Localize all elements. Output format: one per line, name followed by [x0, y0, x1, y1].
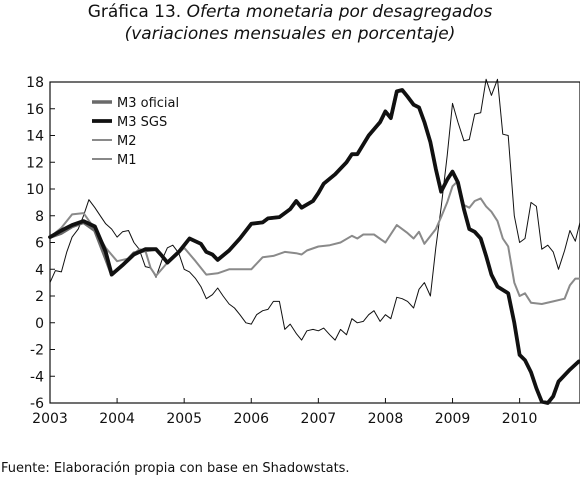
y-tick-label: 10: [26, 182, 44, 198]
legend-m2-label: M2: [117, 134, 137, 149]
x-tick-label: 2005: [166, 411, 202, 427]
x-tick-label: 2007: [301, 411, 337, 427]
axes: -6 -4 -2 0 2 4 6 8 10 12 14 16 18 2003 2004 2005 2006 200…: [26, 75, 580, 427]
x-tick-label: 2006: [233, 411, 269, 427]
chart-title-number: Gráfica 13.: [87, 2, 182, 22]
m2-line: [49, 180, 580, 305]
legend: M3 oficial M3 SGS M2 M1: [92, 96, 179, 168]
y-tick-label: 12: [26, 155, 44, 171]
x-tick-label: 2008: [368, 411, 404, 427]
chart-subtitle: (variaciones mensuales en porcentaje): [124, 24, 456, 44]
y-tick-label: 16: [26, 102, 44, 118]
y-tick-label: -2: [30, 343, 44, 359]
x-tick-label: 2003: [32, 411, 68, 427]
x-tick-label: 2009: [435, 411, 471, 427]
chart-title-text: Oferta monetaria por desagregados: [186, 2, 493, 22]
series-lines: [48, 78, 580, 405]
y-tick-label: 8: [35, 209, 44, 225]
chart-title: Gráfica 13. Oferta monetaria por desagre…: [0, 2, 580, 22]
line-chart: -6 -4 -2 0 2 4 6 8 10 12 14 16 18 2003 2004 2005 2006 200…: [26, 75, 580, 427]
source-note: Fuente: Elaboración propia con base en S…: [1, 461, 350, 476]
y-tick-label: -6: [30, 396, 44, 412]
y-tick-label: 4: [35, 262, 44, 278]
x-tick-label: 2004: [99, 411, 135, 427]
m3-sgs-line: [48, 88, 580, 405]
legend-m3-sgs-label: M3 SGS: [117, 115, 167, 130]
x-tick-label: 2010: [502, 411, 538, 427]
y-tick-label: 6: [35, 236, 44, 252]
y-tick-label: -4: [30, 369, 44, 385]
y-tick-label: 2: [35, 289, 44, 305]
legend-m3-oficial-label: M3 oficial: [117, 96, 179, 111]
plot-frame: [49, 81, 580, 404]
y-tick-label: 14: [26, 129, 44, 145]
y-tick-label: 0: [35, 316, 44, 332]
y-tick-label: 18: [26, 75, 44, 91]
legend-m1-label: M1: [117, 153, 137, 168]
m1-line: [49, 78, 580, 341]
